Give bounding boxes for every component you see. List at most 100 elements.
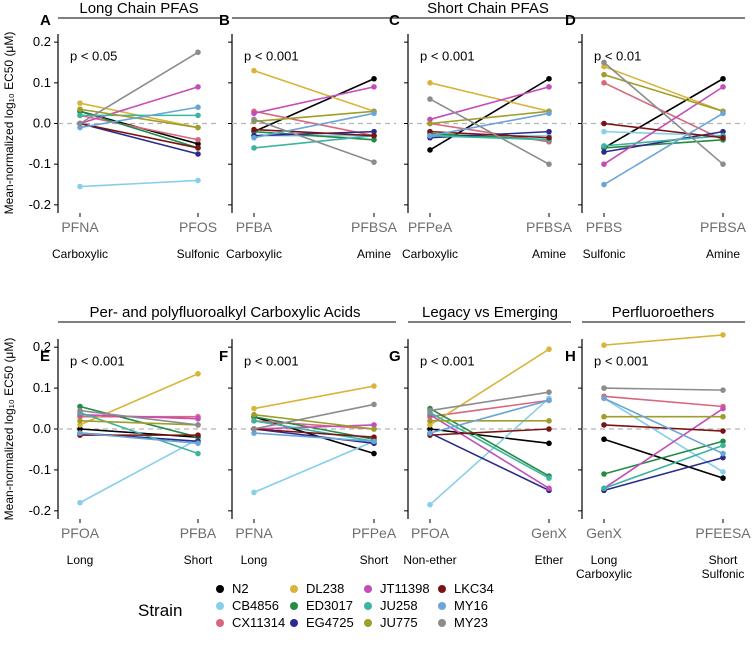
y-tick-label: 0.1: [33, 380, 51, 395]
x-tick-label: PFPeA: [408, 219, 453, 235]
series-line-CB4856: [80, 439, 198, 502]
point-DL238: [546, 346, 552, 352]
p-value: p < 0.01: [594, 48, 641, 63]
point-JU775: [251, 412, 257, 418]
point-JU775: [371, 426, 377, 432]
point-JU775: [427, 121, 433, 127]
y-axis-label: Mean-normalized log₁₀ EC50 (μM): [2, 32, 16, 215]
point-JU258: [77, 113, 83, 119]
legend-key-JU775: [364, 619, 372, 627]
point-MY23: [720, 387, 726, 393]
y-tick-label: 0.2: [33, 34, 51, 49]
y-tick-label: -0.2: [29, 503, 51, 518]
p-value: p < 0.001: [420, 48, 475, 63]
point-JU775: [77, 106, 83, 112]
point-N2: [720, 475, 726, 481]
point-MY23: [77, 408, 83, 414]
point-MY23: [251, 117, 257, 123]
category-label: Sulfonic: [583, 247, 626, 261]
x-tick-label: GenX: [586, 525, 622, 541]
point-MY23: [427, 96, 433, 102]
legend-key-MY16: [438, 602, 446, 610]
panel-letter: G: [389, 348, 401, 365]
category-label: Long: [591, 553, 618, 567]
x-tick-label: GenX: [531, 525, 567, 541]
group-title: Long Chain PFAS: [79, 0, 198, 17]
x-tick-label: PFBSA: [351, 219, 398, 235]
category-label: Carboxylic: [402, 247, 458, 261]
category-label: Long: [67, 553, 94, 567]
legend-label: CB4856: [232, 598, 279, 613]
point-JU775: [546, 418, 552, 424]
category-label: Amine: [532, 247, 566, 261]
series-line-JU775: [604, 75, 723, 112]
point-LKC34: [720, 428, 726, 434]
point-CB4856: [427, 502, 433, 508]
legend: Strain N2 CB4856 CX11314 DL238 ED3017 EG4725 JT…: [138, 581, 494, 630]
point-MY16: [77, 430, 83, 436]
series-line-DL238: [604, 335, 723, 345]
category-label: Short: [709, 553, 738, 567]
legend-label: LKC34: [454, 581, 494, 596]
group-title: Per- and polyfluoroalkyl Carboxylic Acid…: [90, 304, 361, 321]
series-line-JT11398: [430, 415, 549, 489]
point-JU775: [601, 414, 607, 420]
point-MY23: [371, 402, 377, 408]
y-tick-label: -0.2: [29, 197, 51, 212]
point-CX11314: [601, 80, 607, 86]
y-tick-label: -0.1: [29, 156, 51, 171]
point-MY16: [195, 104, 201, 110]
panel-C: C PFPeA PFBSA Carboxylic Amine p < 0.001: [389, 12, 573, 261]
p-value: p < 0.001: [244, 48, 299, 63]
category-label: Amine: [357, 247, 391, 261]
y-tick-label: 0.0: [33, 421, 51, 436]
figure: Long Chain PFAS Short Chain PFAS Per- and …: [0, 0, 752, 664]
point-LKC34: [601, 422, 607, 428]
y-tick-label: 0.1: [33, 75, 51, 90]
point-MY16: [720, 111, 726, 117]
point-DL238: [195, 371, 201, 377]
legend-label: ED3017: [306, 598, 353, 613]
panel-F: F PFNA PFPeA Long Short p < 0.001: [219, 339, 397, 567]
legend-label: DL238: [306, 581, 344, 596]
legend-key-DL238: [290, 585, 298, 593]
series-line-LKC34: [430, 429, 549, 435]
legend-key-JU258: [364, 602, 372, 610]
point-MY23: [601, 385, 607, 391]
series-line-JU258: [604, 445, 723, 488]
series-line-CB4856: [254, 441, 374, 492]
series-line-JT11398: [604, 409, 723, 489]
panel-H: HGenX PFEESALongCarboxylicShortSulfonicp …: [565, 332, 751, 581]
point-MY23: [77, 121, 83, 127]
p-value: p < 0.001: [244, 354, 299, 369]
point-CX11314: [195, 137, 201, 143]
legend-key-JT11398: [364, 585, 372, 593]
point-MY23: [546, 161, 552, 167]
x-tick-label: PFNA: [61, 219, 99, 235]
category-label: Amine: [706, 247, 740, 261]
point-JU775: [601, 72, 607, 78]
category-label: Short: [184, 553, 213, 567]
point-JU258: [251, 145, 257, 151]
y-axis-label: Mean-normalized log₁₀ EC50 (μM): [2, 338, 16, 521]
point-MY23: [195, 50, 201, 56]
category-label: Sulfonic: [177, 247, 220, 261]
legend-label: CX11314: [232, 615, 285, 630]
group-title: Short Chain PFAS: [427, 0, 549, 17]
point-MY16: [427, 133, 433, 139]
point-MY23: [546, 389, 552, 395]
series-line-CX11314: [604, 396, 723, 406]
point-LKC34: [720, 135, 726, 141]
panel-G: G PFOA GenX Non-ether Ether p < 0.001: [389, 339, 571, 567]
point-DL238: [720, 332, 726, 338]
x-tick-label: PFEESA: [695, 525, 751, 541]
point-JU775: [427, 418, 433, 424]
point-JU775: [720, 414, 726, 420]
panel-letter: B: [219, 12, 230, 29]
point-MY23: [195, 422, 201, 428]
point-JU258: [720, 443, 726, 449]
panel-letter: D: [565, 12, 576, 29]
point-MY16: [546, 111, 552, 117]
legend-label: MY23: [454, 615, 488, 630]
point-LKC34: [546, 426, 552, 432]
